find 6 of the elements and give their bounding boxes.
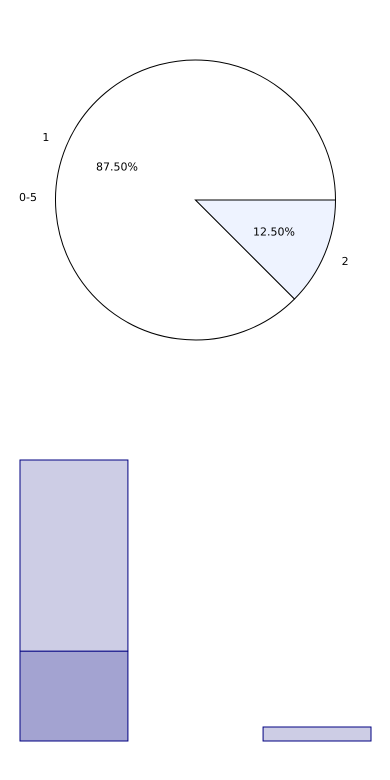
data-label: 87.50% xyxy=(96,160,138,174)
text: 0-5 xyxy=(19,191,37,204)
slice-label: 1 xyxy=(42,131,50,144)
pie-slice xyxy=(55,60,336,340)
data-label: 12.50% xyxy=(253,226,296,239)
slice-label: 2 xyxy=(342,254,349,268)
